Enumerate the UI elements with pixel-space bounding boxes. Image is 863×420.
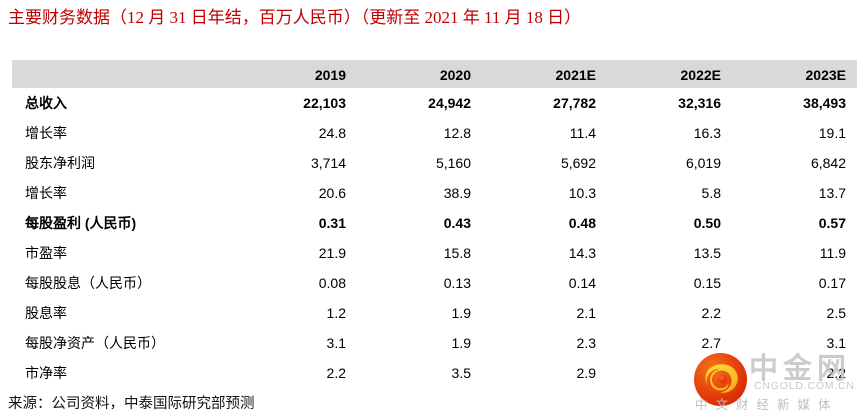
row-label: 市盈率 bbox=[25, 245, 67, 261]
cell-value: 0.31 bbox=[318, 215, 346, 231]
column-header: 2021E bbox=[555, 67, 596, 83]
row-label: 增长率 bbox=[25, 125, 67, 141]
cell-value: 24.8 bbox=[318, 125, 346, 141]
table-row-profit-growth: 增长率 20.6 38.9 10.3 5.8 13.7 bbox=[12, 178, 857, 208]
table-row-dividend-yield: 股息率 1.2 1.9 2.1 2.2 2.5 bbox=[12, 298, 857, 328]
column-header: 2020 bbox=[439, 67, 471, 83]
column-header: 2019 bbox=[314, 67, 346, 83]
row-label: 市净率 bbox=[25, 365, 67, 381]
cell-value: 12.8 bbox=[443, 125, 471, 141]
cell-value: 3.5 bbox=[451, 365, 471, 381]
cell-value: 20.6 bbox=[318, 185, 346, 201]
page-title: 主要财务数据（12 月 31 日年结，百万人民币）（更新至 2021 年 11 … bbox=[8, 8, 582, 27]
cell-value: 32,316 bbox=[678, 95, 721, 111]
cell-value: 0.43 bbox=[443, 215, 471, 231]
cell-value: 10.3 bbox=[568, 185, 596, 201]
cell-value: 14.3 bbox=[568, 245, 596, 261]
cell-value: 1.2 bbox=[326, 305, 346, 321]
cell-value: 0.17 bbox=[818, 275, 846, 291]
cell-value: 0.57 bbox=[818, 215, 846, 231]
cell-value: 0.14 bbox=[568, 275, 596, 291]
cell-value: 13.5 bbox=[693, 245, 721, 261]
cell-value: 6,842 bbox=[810, 155, 846, 171]
row-label: 总收入 bbox=[25, 95, 67, 111]
cell-value: 21.9 bbox=[318, 245, 346, 261]
cell-value: 2.3 bbox=[576, 335, 596, 351]
row-label: 股东净利润 bbox=[25, 155, 95, 171]
cell-value: 0.15 bbox=[693, 275, 721, 291]
table-header-row: 2019 2020 2021E 2022E 2023E bbox=[12, 60, 857, 88]
cell-value: 1.9 bbox=[451, 305, 471, 321]
table-row-eps: 每股盈利 (人民币) 0.31 0.43 0.48 0.50 0.57 bbox=[12, 208, 857, 238]
cell-value: 5.8 bbox=[701, 185, 721, 201]
cell-value: 0.50 bbox=[693, 215, 721, 231]
cell-value: 2.5 bbox=[826, 305, 846, 321]
cell-value: 0.48 bbox=[568, 215, 596, 231]
cell-value: 3,714 bbox=[310, 155, 346, 171]
table-row-bvps: 每股净资产（人民币） 3.1 1.9 2.3 2.7 3.1 bbox=[12, 328, 857, 358]
cell-value: 16.3 bbox=[693, 125, 721, 141]
cell-value: 6,019 bbox=[685, 155, 721, 171]
cell-value: 3.1 bbox=[826, 335, 846, 351]
cell-value: 2.1 bbox=[576, 305, 596, 321]
cell-value: 15.8 bbox=[443, 245, 471, 261]
cngold-logo-icon bbox=[693, 352, 748, 407]
cngold-domain: CNGOLD.COM.CN bbox=[754, 380, 855, 392]
table-row-net-profit: 股东净利润 3,714 5,160 5,692 6,019 6,842 bbox=[12, 148, 857, 178]
cell-value: 38,493 bbox=[803, 95, 846, 111]
cell-value: 11.4 bbox=[569, 125, 596, 141]
row-label: 每股净资产（人民币） bbox=[25, 335, 165, 351]
table-row-revenue-growth: 增长率 24.8 12.8 11.4 16.3 19.1 bbox=[12, 118, 857, 148]
cell-value: 13.7 bbox=[818, 185, 846, 201]
cell-value: 2.2 bbox=[701, 305, 721, 321]
cell-value: 5,160 bbox=[435, 155, 471, 171]
cell-value: 0.13 bbox=[443, 275, 471, 291]
row-label: 每股盈利 (人民币) bbox=[25, 215, 137, 231]
cngold-watermark: 中金网 CNGOLD.COM.CN 中文财经新媒体 bbox=[693, 348, 861, 414]
cell-value: 24,942 bbox=[428, 95, 471, 111]
cell-value: 27,782 bbox=[553, 95, 596, 111]
column-header: 2023E bbox=[805, 67, 846, 83]
cell-value: 0.08 bbox=[318, 275, 346, 291]
cell-value: 19.1 bbox=[818, 125, 846, 141]
row-label: 股息率 bbox=[25, 305, 67, 321]
table-row-total-revenue: 总收入 22,103 24,942 27,782 32,316 38,493 bbox=[12, 88, 857, 118]
table-row-dps: 每股股息（人民币） 0.08 0.13 0.14 0.15 0.17 bbox=[12, 268, 857, 298]
cell-value: 2.9 bbox=[576, 365, 596, 381]
column-header: 2022E bbox=[680, 67, 721, 83]
row-label: 增长率 bbox=[25, 185, 67, 201]
cell-value: 2.2 bbox=[826, 365, 846, 381]
table-row-pe-ratio: 市盈率 21.9 15.8 14.3 13.5 11.9 bbox=[12, 238, 857, 268]
financial-table: 2019 2020 2021E 2022E 2023E 总收入 22,103 2… bbox=[12, 60, 857, 388]
cell-value: 2.7 bbox=[701, 335, 721, 351]
cell-value: 38.9 bbox=[443, 185, 471, 201]
cngold-tagline: 中文财经新媒体 bbox=[695, 398, 839, 412]
cell-value: 1.9 bbox=[451, 335, 471, 351]
cell-value: 11.9 bbox=[819, 245, 846, 261]
source-note: 来源：公司资料，中泰国际研究部预测 bbox=[8, 396, 255, 412]
cell-value: 2.2 bbox=[326, 365, 346, 381]
row-label: 每股股息（人民币） bbox=[25, 275, 151, 291]
cell-value: 3.1 bbox=[326, 335, 346, 351]
cell-value: 5,692 bbox=[560, 155, 596, 171]
cngold-logo-name: 中金网 bbox=[749, 353, 852, 385]
cell-value: 22,103 bbox=[303, 95, 346, 111]
